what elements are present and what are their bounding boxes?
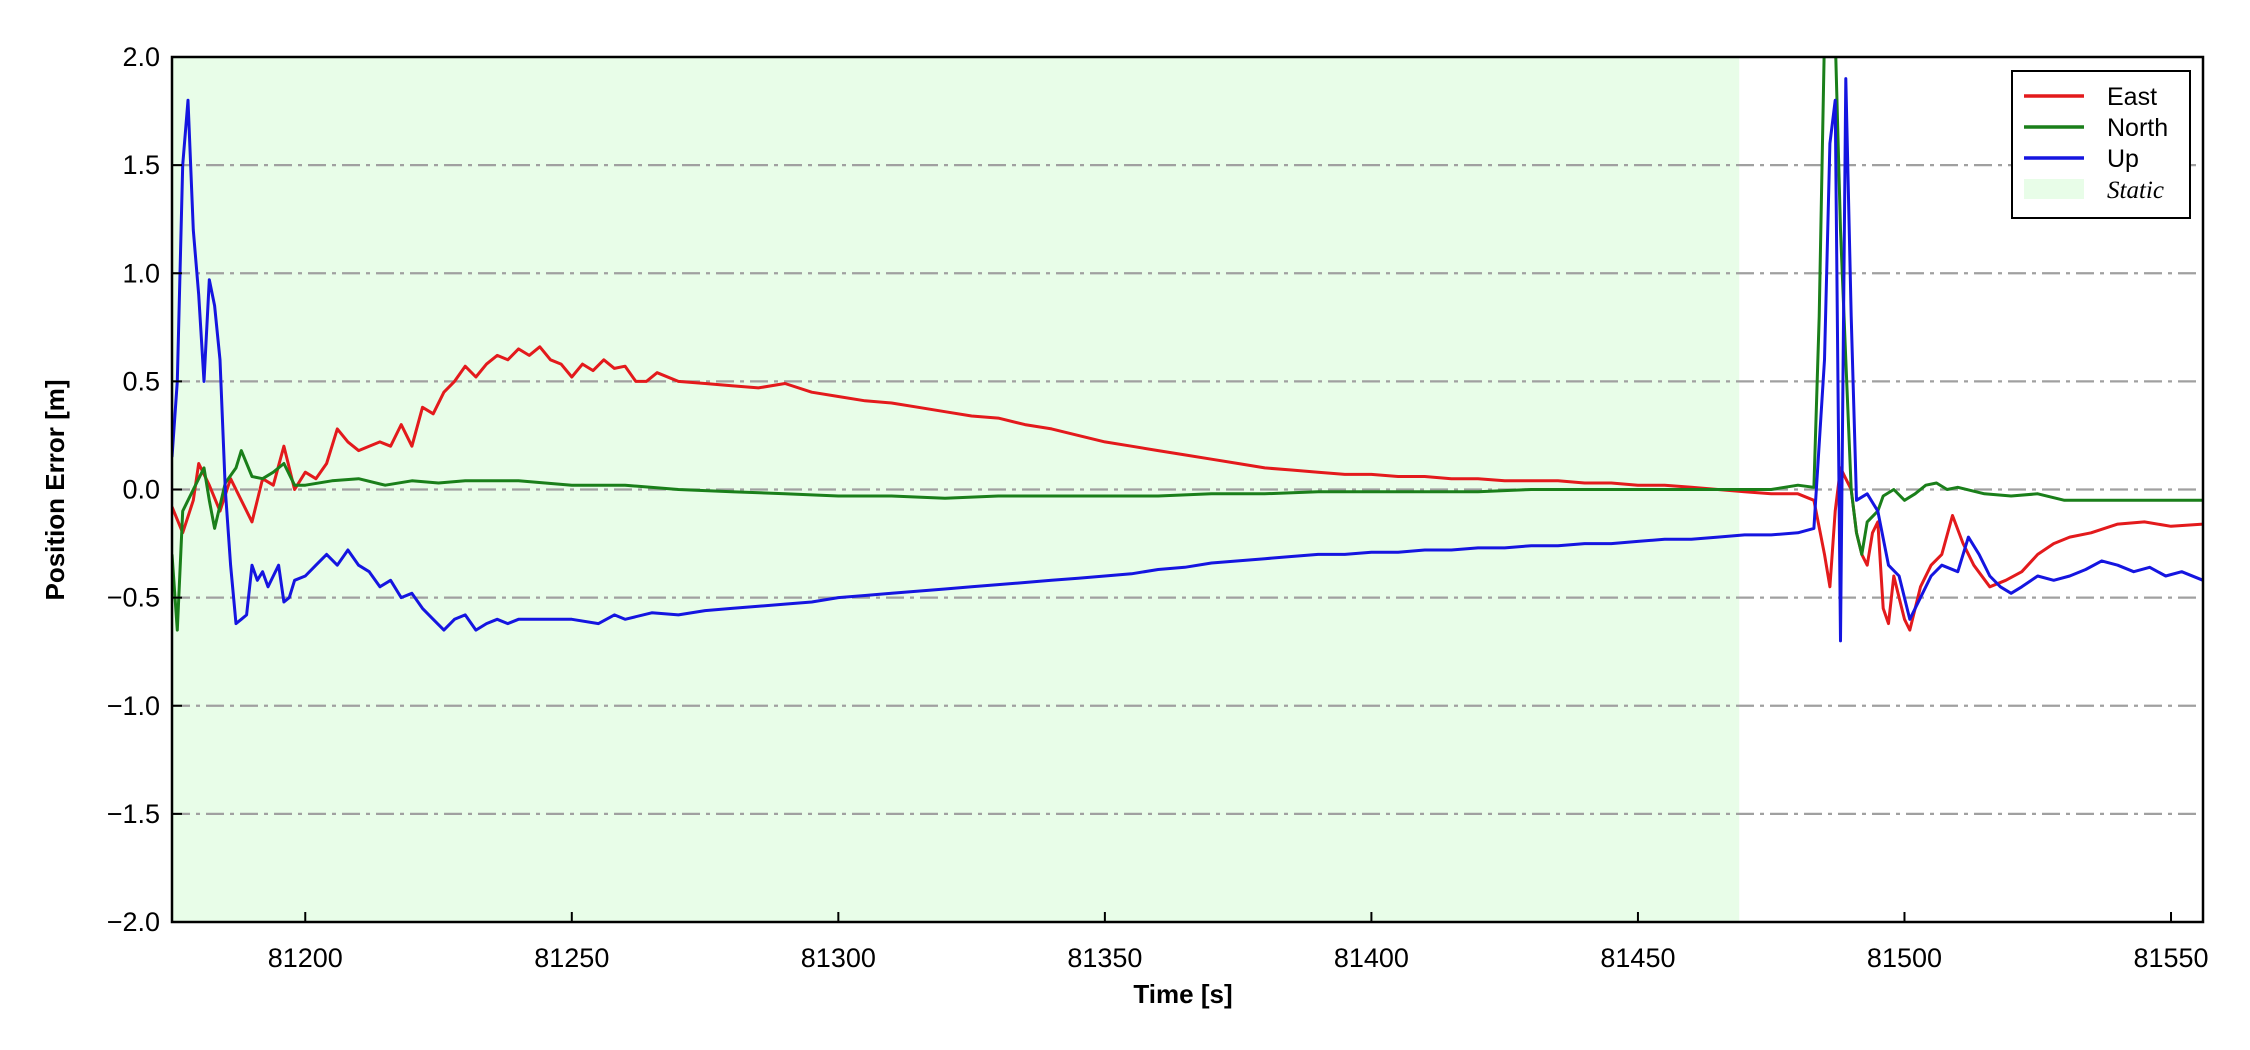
x-tick-label-3: 81350: [1067, 943, 1142, 973]
y-tick-label-4: 0.0: [122, 475, 160, 505]
series-line-up: [172, 77, 2203, 643]
series-line-east: [172, 345, 2203, 632]
x-axis-label: Time [s]: [1133, 979, 1232, 1009]
y-tick-label-2: −1.0: [107, 691, 160, 721]
legend-swatch-static: [2024, 179, 2084, 199]
legend-label-static: Static: [2107, 177, 2164, 204]
x-tick-label-1: 81250: [534, 943, 609, 973]
y-tick-label-6: 1.0: [122, 258, 160, 288]
legend-label-north: North: [2107, 114, 2168, 142]
y-tick-label-5: 0.5: [122, 366, 160, 396]
y-tick-label-8: 2.0: [122, 42, 160, 72]
legend-label-up: Up: [2107, 145, 2139, 173]
x-tick-label-2: 81300: [801, 943, 876, 973]
y-tick-label-0: −2.0: [107, 907, 160, 937]
x-tick-label-6: 81500: [1867, 943, 1942, 973]
series-line-north: [172, 57, 2203, 632]
x-tick-label-5: 81450: [1600, 943, 1675, 973]
legend: East North Up Static: [2011, 70, 2191, 219]
y-tick-label-7: 1.5: [122, 150, 160, 180]
y-axis-label: Position Error [m]: [40, 379, 70, 600]
x-tick-label-0: 81200: [268, 943, 343, 973]
grid-layer: [172, 164, 2203, 815]
x-tick-label-4: 81400: [1334, 943, 1409, 973]
x-tick-label-7: 81550: [2133, 943, 2208, 973]
y-tick-label-1: −1.5: [107, 799, 160, 829]
legend-label-east: East: [2107, 83, 2157, 111]
axes-layer: −2.0 −1.5 −1.0 −0.5 0.0 0.5 1.0 1.5 2.0 81200 8125…: [107, 42, 2209, 973]
series-layer: [172, 57, 2203, 643]
y-tick-label-3: −0.5: [107, 583, 160, 613]
